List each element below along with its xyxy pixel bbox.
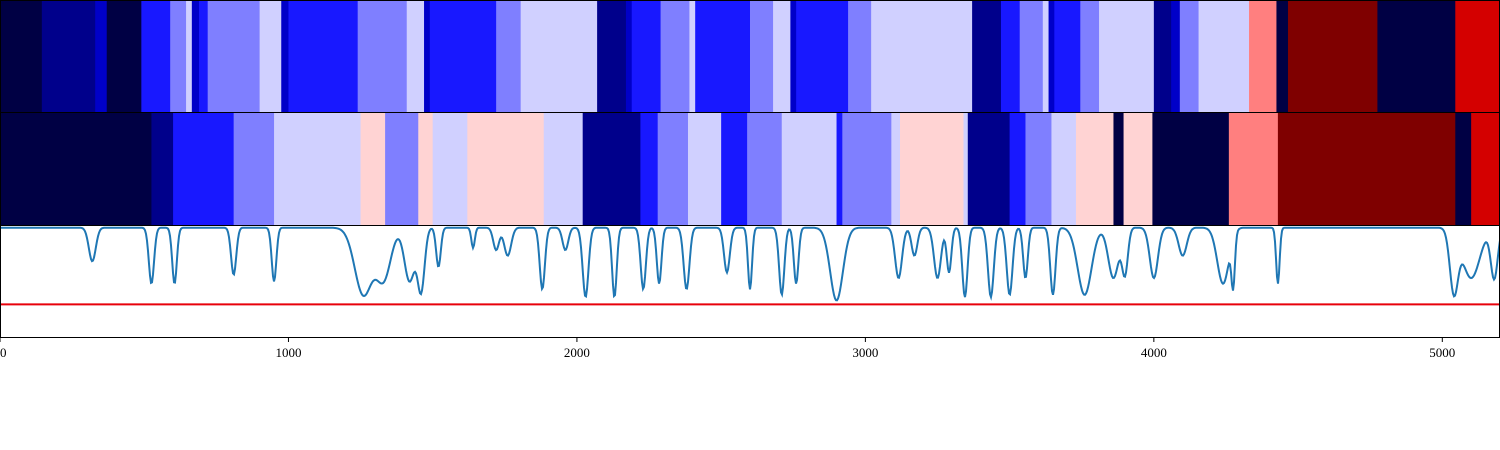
heatmap-cell-r2-22 — [900, 113, 965, 225]
heatmap-cell-r1-45 — [1276, 0, 1289, 113]
heatmap-cell-r1-44 — [1249, 0, 1278, 113]
heatmap-row-1 — [0, 0, 1500, 113]
heatmap-cell-r1-26 — [750, 0, 774, 113]
line-panel — [0, 226, 1500, 306]
heatmap-cell-r1-27 — [773, 0, 791, 113]
heatmap-cell-r1-22 — [631, 0, 662, 113]
heatmap-cell-r2-1 — [0, 113, 153, 225]
x-tick-label-4000: 4000 — [1141, 345, 1167, 360]
heatmap-cell-r1-42 — [1179, 0, 1200, 113]
heatmap-cell-r2-23 — [963, 113, 969, 225]
heatmap-cell-r2-27 — [1051, 113, 1077, 225]
heatmap-cell-r1-31 — [871, 0, 973, 113]
signal-line — [0, 226, 1500, 302]
heatmap-cell-r2-31 — [1152, 113, 1230, 225]
heatmap-cell-r1-48 — [1455, 0, 1500, 113]
x-axis: 0 1000 2000 3000 4000 5000 — [0, 338, 1455, 360]
heatmap-row-2 — [0, 113, 1500, 225]
heatmap-cell-r1-12 — [281, 0, 290, 113]
heatmap-cell-r2-8 — [418, 113, 434, 225]
heatmap-cell-r2-15 — [687, 113, 722, 225]
heatmap-cell-r1-23 — [660, 0, 691, 113]
heatmap-cell-r1-15 — [406, 0, 425, 113]
heatmap-cell-r2-18 — [781, 113, 838, 225]
heatmap-cell-r1-24 — [689, 0, 696, 113]
heatmap-cell-r2-28 — [1075, 113, 1115, 225]
heatmap-cell-r2-29 — [1113, 113, 1125, 225]
heatmap-cell-r2-35 — [1471, 113, 1500, 225]
heatmap-cell-r2-32 — [1228, 113, 1279, 225]
heatmap-cell-r1-35 — [1042, 0, 1050, 113]
heatmap-cell-r1-29 — [796, 0, 849, 113]
heatmap-cell-r1-21 — [625, 0, 633, 113]
heatmap-cell-r2-17 — [747, 113, 783, 225]
x-tick-label-1000: 1000 — [275, 345, 301, 360]
heatmap-cell-r2-9 — [432, 113, 468, 225]
heatmap-cell-r1-25 — [695, 0, 751, 113]
heatmap-cell-r2-20 — [842, 113, 892, 225]
x-tick-label-2000: 2000 — [564, 345, 590, 360]
heatmap-cell-r1-28 — [790, 0, 797, 113]
heatmap-cell-r2-30 — [1123, 113, 1154, 225]
heatmap-cell-r1-37 — [1054, 0, 1081, 113]
heatmap-cell-r2-7 — [385, 113, 419, 225]
heatmap-cell-r2-13 — [640, 113, 659, 225]
heatmap-cell-r1-30 — [848, 0, 872, 113]
heatmap-cell-r2-11 — [543, 113, 584, 225]
heatmap-cell-r2-5 — [274, 113, 362, 225]
heatmap-cell-r1-1 — [0, 0, 43, 113]
heatmap-cell-r2-33 — [1277, 113, 1456, 225]
heatmap-cell-r1-39 — [1099, 0, 1155, 113]
heatmap-cell-r1-10 — [207, 0, 261, 113]
heatmap-cell-r1-13 — [288, 0, 359, 113]
heatmap-cell-r2-21 — [891, 113, 901, 225]
heatmap-cell-r2-16 — [721, 113, 748, 225]
heatmap-cell-r1-32 — [972, 0, 1002, 113]
heatmap-cell-r1-17 — [429, 0, 497, 113]
heatmap-cell-r2-6 — [360, 113, 386, 225]
x-tick-label-3000: 3000 — [852, 345, 878, 360]
heatmap-cell-r1-20 — [597, 0, 627, 113]
heatmap-cell-r1-19 — [520, 0, 598, 113]
heatmap-cell-r1-3 — [95, 0, 108, 113]
heatmap-cell-r2-24 — [967, 113, 1011, 225]
heatmap-cell-r1-8 — [191, 0, 200, 113]
heatmap-cell-r2-34 — [1455, 113, 1472, 225]
heatmap-cell-r1-41 — [1171, 0, 1181, 113]
heatmap-cell-r1-2 — [41, 0, 96, 113]
heatmap-cell-r1-47 — [1377, 0, 1456, 113]
heatmap-cell-r2-26 — [1025, 113, 1053, 225]
heatmap-cell-r1-18 — [496, 0, 522, 113]
heatmap-cell-r2-25 — [1009, 113, 1027, 225]
heatmap-cell-r2-19 — [836, 113, 843, 225]
x-tick-label-0: 0 — [0, 345, 7, 360]
heatmap-cell-r1-38 — [1080, 0, 1100, 113]
heatmap-cell-r1-6 — [170, 0, 187, 113]
heatmap-cell-r1-5 — [141, 0, 171, 113]
heatmap-cell-r1-14 — [357, 0, 408, 113]
heatmap-cell-r1-43 — [1198, 0, 1250, 113]
heatmap-cell-r1-40 — [1153, 0, 1172, 113]
heatmap-cell-r2-2 — [151, 113, 174, 225]
heatmap-cell-r2-10 — [467, 113, 545, 225]
heatmap-cell-r1-11 — [259, 0, 282, 113]
heatmap-cell-r1-36 — [1048, 0, 1055, 113]
x-tick-label-5000: 5000 — [1429, 345, 1455, 360]
heatmap-cell-r1-4 — [106, 0, 142, 113]
heatmap-cell-r1-46 — [1287, 0, 1378, 113]
heatmap-cell-r1-34 — [1019, 0, 1044, 113]
heatmap-cell-r1-16 — [424, 0, 431, 113]
heatmap-cell-r2-12 — [582, 113, 641, 225]
heatmap-cell-r2-4 — [233, 113, 275, 225]
heatmap-cell-r2-3 — [173, 113, 235, 225]
heatmap-cell-r2-14 — [657, 113, 689, 225]
heatmap-cell-r1-9 — [199, 0, 209, 113]
heatmap-cell-r1-7 — [186, 0, 193, 113]
heatmap-cell-r1-33 — [1000, 0, 1021, 113]
